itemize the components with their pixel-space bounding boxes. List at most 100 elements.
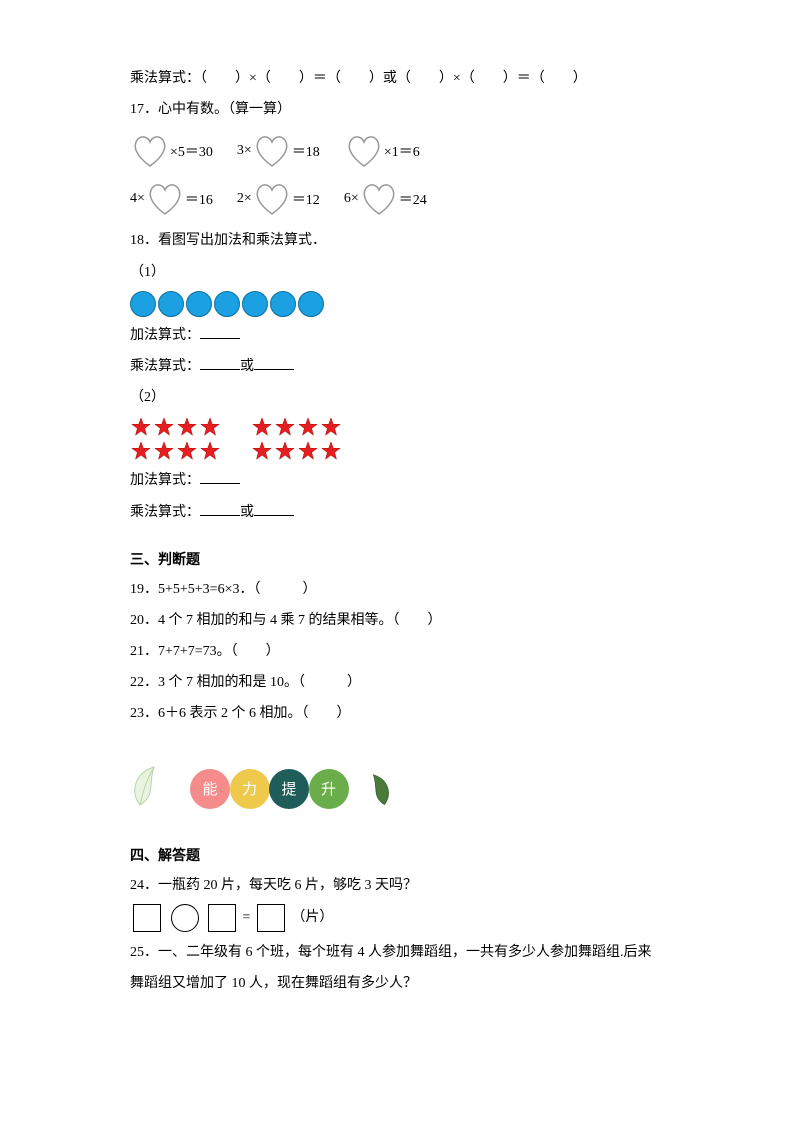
star-icon	[320, 440, 342, 462]
heart-suffix: ×5＝30	[170, 141, 213, 161]
q19-line: 19．5+5+5+3=6×3．（ ）	[130, 577, 664, 602]
blank[interactable]	[200, 469, 240, 484]
heart-group-1: ×5＝30	[130, 132, 213, 170]
q18-num: 18．	[130, 233, 158, 248]
ability-banner: 能 力 提 升	[130, 757, 430, 821]
heart-icon	[252, 180, 292, 218]
star-icon	[274, 416, 296, 438]
star-icon	[176, 416, 198, 438]
circle-icon	[158, 291, 184, 317]
star-icon	[176, 440, 198, 462]
blank[interactable]	[254, 501, 294, 516]
answer-box[interactable]	[208, 904, 236, 932]
star-icon	[251, 440, 273, 462]
heart-group-2: 3× ＝18	[237, 132, 320, 170]
hearts-row-2: 4× ＝16 2× ＝12 6× ＝24	[130, 180, 664, 218]
q25-text: 一、二年级有 6 个班，每个班有 4 人参加舞蹈组，一共有多少人参加舞蹈组.后来…	[130, 945, 652, 991]
section3-title: 三、判断题	[130, 549, 664, 569]
pill-4: 升	[309, 769, 349, 809]
star-icon	[130, 440, 152, 462]
heart-suffix: ＝18	[292, 141, 320, 161]
heart-prefix: 4×	[130, 191, 145, 207]
mul-label: 乘法算式：	[130, 359, 200, 374]
circle-icon	[130, 291, 156, 317]
q18-line: 18．看图写出加法和乘法算式．	[130, 228, 664, 253]
q18-text: 看图写出加法和乘法算式．	[158, 233, 326, 248]
blank[interactable]	[200, 355, 240, 370]
q18-2-add: 加法算式：	[130, 468, 664, 493]
q24-boxes: = （片）	[130, 904, 664, 932]
heart-icon	[145, 180, 185, 218]
q21-line: 21．7+7+7=73。（ ）	[130, 639, 664, 664]
star-icon	[199, 440, 221, 462]
star-icon	[274, 440, 296, 462]
heart-suffix: ＝12	[292, 189, 320, 209]
pill-3: 提	[269, 769, 309, 809]
star-icon	[297, 416, 319, 438]
q17-num: 17．	[130, 102, 158, 117]
circle-icon	[242, 291, 268, 317]
star-icon	[153, 440, 175, 462]
q18-1-label: （1）	[130, 260, 664, 285]
q18-2-mul: 乘法算式： 或	[130, 500, 664, 525]
q18-1-add: 加法算式：	[130, 323, 664, 348]
leaf-right-icon	[350, 767, 400, 817]
star-icon	[297, 440, 319, 462]
heart-prefix: 3×	[237, 143, 252, 159]
blank[interactable]	[200, 501, 240, 516]
heart-prefix: 2×	[237, 191, 252, 207]
circle-icon	[270, 291, 296, 317]
equals: =	[243, 910, 254, 925]
add-label: 加法算式：	[130, 473, 200, 488]
pill-1: 能	[190, 769, 230, 809]
q24-unit: （片）	[291, 910, 333, 925]
q25-num: 25．	[130, 945, 158, 960]
heart-group-6: 6× ＝24	[344, 180, 427, 218]
heart-suffix: ＝24	[399, 189, 427, 209]
heart-icon	[130, 132, 170, 170]
circle-icon	[298, 291, 324, 317]
star-icon	[199, 416, 221, 438]
or-label: 或	[240, 505, 254, 520]
circles-row	[130, 291, 664, 317]
q16-line: 乘法算式：（ ）×（ ）＝（ ）或（ ）×（ ）＝（ ）	[130, 66, 664, 91]
leaf-left-icon	[120, 757, 184, 821]
q22-line: 22．3 个 7 相加的和是 10。（ ）	[130, 670, 664, 695]
stars-row	[130, 416, 664, 462]
q20-line: 20．4 个 7 相加的和与 4 乘 7 的结果相等。（ ）	[130, 608, 664, 633]
q18-1-mul: 乘法算式： 或	[130, 354, 664, 379]
operator-circle[interactable]	[171, 904, 199, 932]
heart-suffix: ＝16	[185, 189, 213, 209]
star-icon	[153, 416, 175, 438]
star-icon	[320, 416, 342, 438]
heart-icon	[359, 180, 399, 218]
heart-group-5: 2× ＝12	[237, 180, 320, 218]
section4-title: 四、解答题	[130, 845, 664, 865]
heart-group-4: 4× ＝16	[130, 180, 213, 218]
blank[interactable]	[200, 324, 240, 339]
q24-text: 一瓶药 20 片，每天吃 6 片，够吃 3 天吗？	[158, 878, 417, 893]
heart-icon	[344, 132, 384, 170]
circle-icon	[214, 291, 240, 317]
heart-icon	[252, 132, 292, 170]
answer-box[interactable]	[257, 904, 285, 932]
or-label: 或	[240, 359, 254, 374]
q17-line: 17．心中有数。（算一算）	[130, 97, 664, 122]
q24-num: 24．	[130, 878, 158, 893]
heart-suffix: ×1＝6	[384, 141, 420, 161]
heart-group-3: ×1＝6	[344, 132, 420, 170]
add-label: 加法算式：	[130, 328, 200, 343]
mul-label: 乘法算式：	[130, 505, 200, 520]
pill-2: 力	[230, 769, 270, 809]
q25-line: 25．一、二年级有 6 个班，每个班有 4 人参加舞蹈组，一共有多少人参加舞蹈组…	[130, 938, 664, 1000]
q18-2-label: （2）	[130, 385, 664, 410]
answer-box[interactable]	[133, 904, 161, 932]
star-icon	[130, 416, 152, 438]
star-icon	[251, 416, 273, 438]
q24-line: 24．一瓶药 20 片，每天吃 6 片，够吃 3 天吗？	[130, 873, 664, 898]
blank[interactable]	[254, 355, 294, 370]
hearts-row-1: ×5＝30 3× ＝18 ×1＝6	[130, 132, 664, 170]
star-group-2	[251, 416, 342, 462]
heart-prefix: 6×	[344, 191, 359, 207]
star-group-1	[130, 416, 221, 462]
